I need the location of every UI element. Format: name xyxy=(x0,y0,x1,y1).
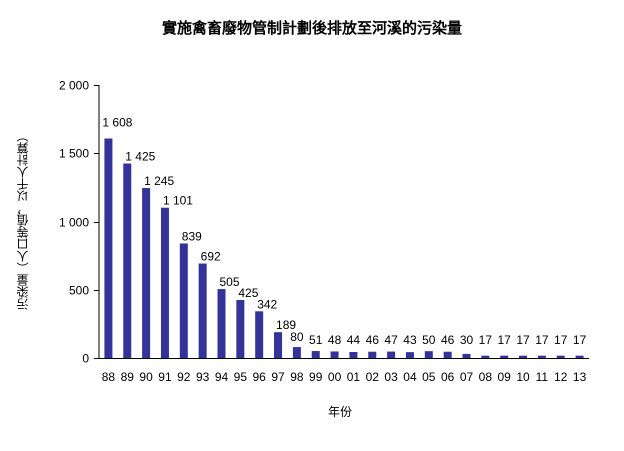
data-label: 189 xyxy=(276,318,296,332)
x-tick-label: 95 xyxy=(234,370,248,384)
x-tick-label: 06 xyxy=(441,370,455,384)
data-label: 51 xyxy=(309,333,323,347)
data-label: 17 xyxy=(554,333,568,347)
bar xyxy=(236,299,245,358)
data-label: 80 xyxy=(290,330,304,344)
x-tick-label: 93 xyxy=(196,370,210,384)
bar xyxy=(556,355,565,358)
chart-title: 實施禽畜廢物管制計劃後排放至河溪的污染量 xyxy=(161,19,462,37)
bar xyxy=(311,351,320,358)
x-tick-label: 90 xyxy=(139,370,153,384)
x-tick-label: 10 xyxy=(516,370,530,384)
x-tick-label: 88 xyxy=(102,370,116,384)
bar xyxy=(349,351,358,358)
data-label: 43 xyxy=(403,333,417,347)
data-label: 46 xyxy=(441,333,455,347)
data-label: 505 xyxy=(220,275,240,289)
x-tick-label: 89 xyxy=(121,370,135,384)
x-tick-label: 02 xyxy=(366,370,380,384)
bar xyxy=(104,138,113,358)
data-label: 46 xyxy=(366,333,380,347)
bar xyxy=(274,332,283,358)
bar xyxy=(255,311,264,358)
bar xyxy=(405,352,414,358)
bar xyxy=(160,207,169,358)
data-label: 30 xyxy=(460,333,474,347)
bar xyxy=(292,347,301,358)
data-label: 47 xyxy=(384,333,398,347)
bar xyxy=(179,243,188,358)
bar xyxy=(142,188,151,358)
x-tick-label: 97 xyxy=(271,370,285,384)
x-tick-label: 08 xyxy=(479,370,493,384)
bar xyxy=(443,351,452,358)
x-tick-label: 04 xyxy=(403,370,417,384)
data-label: 44 xyxy=(347,333,361,347)
data-label: 17 xyxy=(535,333,549,347)
bar xyxy=(500,355,509,358)
x-tick-label: 92 xyxy=(177,370,191,384)
data-label: 1 608 xyxy=(102,116,132,130)
data-label: 342 xyxy=(257,297,277,311)
y-tick-label: 1 500 xyxy=(59,147,89,161)
x-tick-label: 94 xyxy=(215,370,229,384)
y-tick-label: 500 xyxy=(69,284,89,298)
bar xyxy=(387,351,396,358)
x-tick-label: 09 xyxy=(498,370,512,384)
data-label: 50 xyxy=(422,333,436,347)
bar xyxy=(537,355,546,358)
data-label: 692 xyxy=(201,250,221,264)
y-tick-label: 1 000 xyxy=(59,216,89,230)
x-tick-label: 98 xyxy=(290,370,304,384)
bar xyxy=(368,351,377,358)
y-tick-label: 2 000 xyxy=(59,79,89,93)
bar xyxy=(575,355,584,358)
x-tick-label: 05 xyxy=(422,370,436,384)
bar xyxy=(519,355,528,358)
x-tick-label: 00 xyxy=(328,370,342,384)
y-tick-label: 0 xyxy=(82,352,89,366)
x-tick-label: 03 xyxy=(384,370,398,384)
bar xyxy=(462,353,471,358)
x-tick-label: 12 xyxy=(554,370,568,384)
data-label: 839 xyxy=(182,229,202,243)
x-tick-label: 13 xyxy=(573,370,587,384)
data-label: 425 xyxy=(238,286,258,300)
x-tick-label: 01 xyxy=(347,370,361,384)
data-label: 1 245 xyxy=(144,174,174,188)
bar xyxy=(123,163,132,358)
data-label: 17 xyxy=(498,333,512,347)
data-label: 17 xyxy=(573,333,587,347)
x-tick-label: 07 xyxy=(460,370,474,384)
data-label: 17 xyxy=(479,333,493,347)
x-axis-label: 年份 xyxy=(327,405,352,419)
data-label: 1 101 xyxy=(163,194,193,208)
x-tick-label: 91 xyxy=(158,370,172,384)
x-tick-label: 96 xyxy=(253,370,267,384)
bar xyxy=(424,351,433,358)
data-label: 1 425 xyxy=(125,149,155,163)
bar xyxy=(330,351,339,358)
data-label: 17 xyxy=(516,333,530,347)
bar xyxy=(198,263,207,358)
bar xyxy=(481,355,490,358)
x-tick-label: 99 xyxy=(309,370,323,384)
bar xyxy=(217,289,226,358)
x-tick-label: 11 xyxy=(536,370,549,384)
data-label: 48 xyxy=(328,333,342,347)
